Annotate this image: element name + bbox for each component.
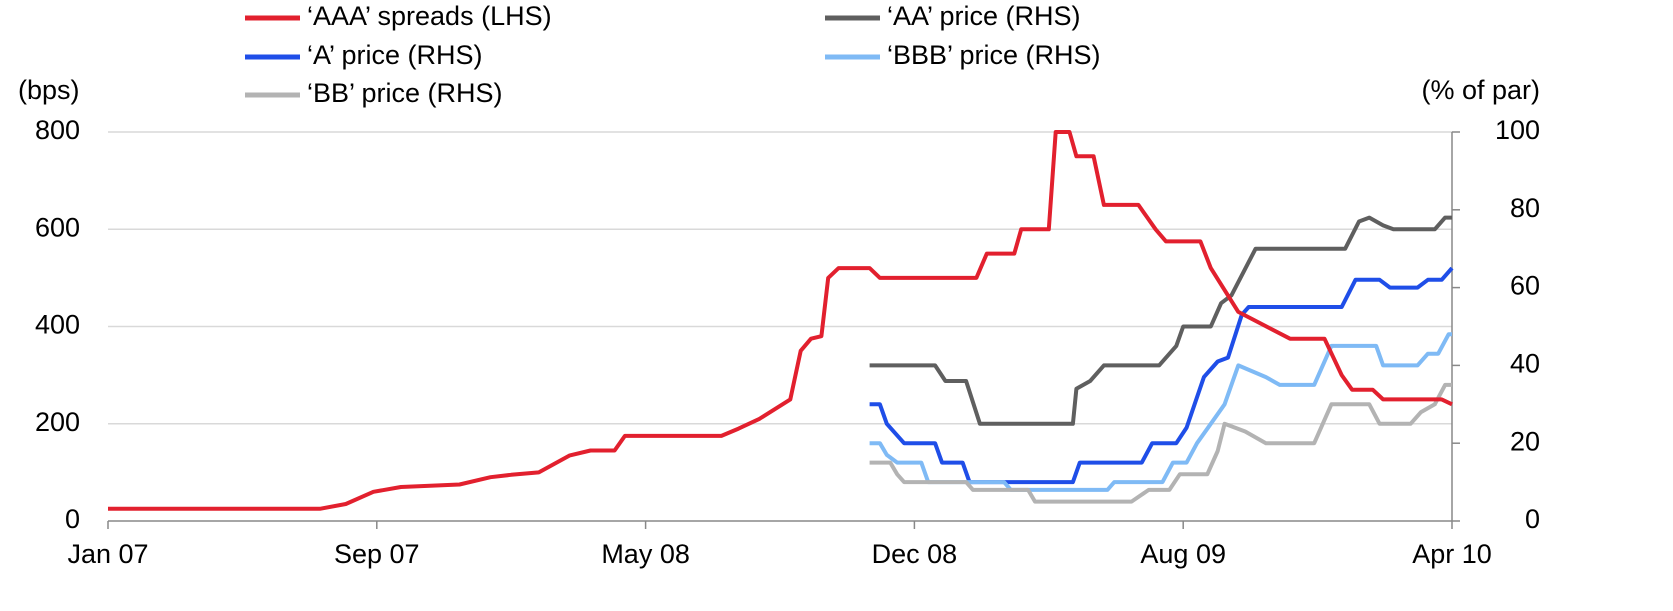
legend-label: ‘AAA’ spreads (LHS) bbox=[307, 1, 552, 31]
y-tick-label: 800 bbox=[35, 115, 80, 145]
y-tick-label: 600 bbox=[35, 212, 80, 242]
y2-tick-label: 0 bbox=[1525, 504, 1540, 534]
legend-label: ‘BBB’ price (RHS) bbox=[887, 40, 1101, 70]
line-series bbox=[108, 130, 1453, 511]
y2-tick-label: 80 bbox=[1510, 193, 1540, 223]
y2-axis-label: (% of par) bbox=[1421, 75, 1540, 105]
x-tick-label: Aug 09 bbox=[1140, 539, 1226, 569]
x-tick-label: May 08 bbox=[601, 539, 690, 569]
x-tick-label: Sep 07 bbox=[334, 539, 420, 569]
y2-tick-label: 40 bbox=[1510, 349, 1540, 379]
y-tick-label: 200 bbox=[35, 407, 80, 437]
line-series bbox=[869, 332, 1452, 492]
y-tick-label: 400 bbox=[35, 310, 80, 340]
x-tick-label: Jan 07 bbox=[67, 539, 148, 569]
line-series bbox=[869, 266, 1454, 485]
legend-label: ‘BB’ price (RHS) bbox=[307, 78, 503, 108]
y-axis-label: (bps) bbox=[18, 75, 80, 105]
y2-tick-label: 60 bbox=[1510, 271, 1540, 301]
legend-label: ‘AA’ price (RHS) bbox=[887, 1, 1081, 31]
y2-tick-label: 100 bbox=[1495, 115, 1540, 145]
x-tick-label: Dec 08 bbox=[872, 539, 958, 569]
line-series bbox=[869, 382, 1452, 504]
x-tick-label: Apr 10 bbox=[1412, 539, 1492, 569]
y-tick-label: 0 bbox=[65, 504, 80, 534]
line-series bbox=[869, 215, 1452, 426]
legend-label: ‘A’ price (RHS) bbox=[307, 40, 483, 70]
y2-tick-label: 20 bbox=[1510, 426, 1540, 456]
